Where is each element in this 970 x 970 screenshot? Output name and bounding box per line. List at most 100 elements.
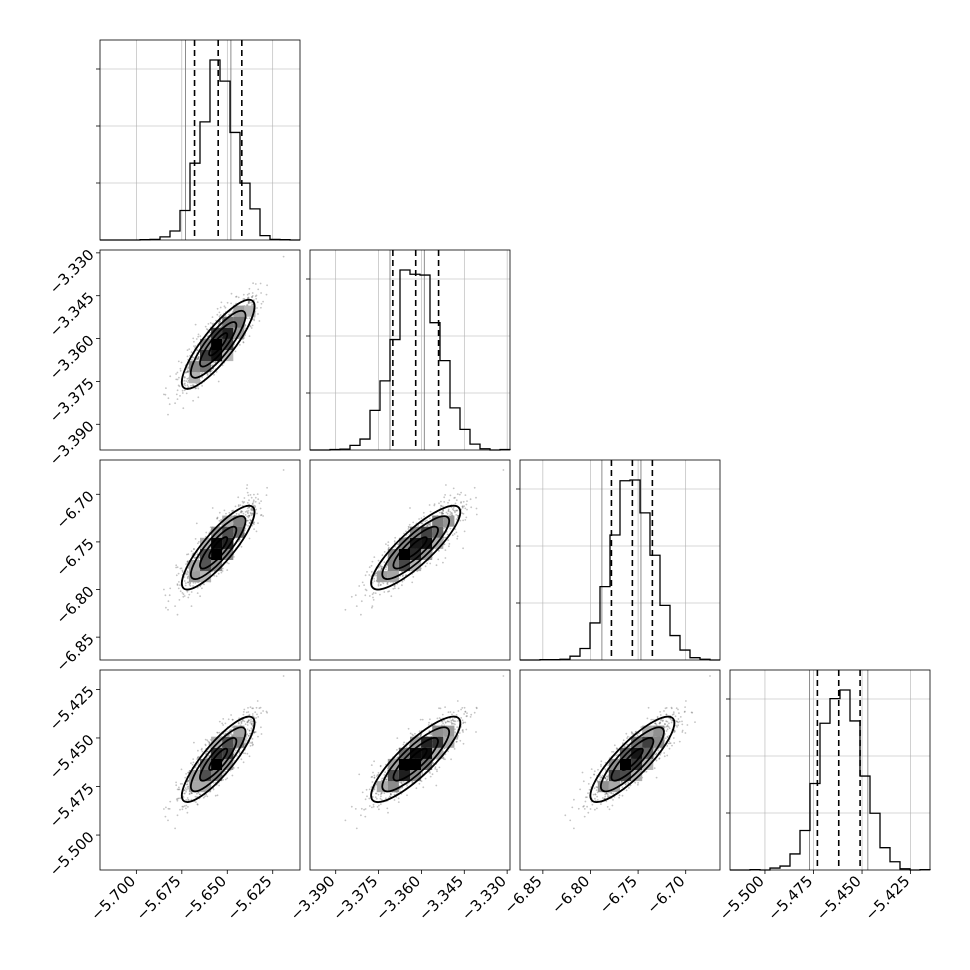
sample-point bbox=[238, 513, 240, 516]
sample-point bbox=[178, 376, 180, 379]
sample-point bbox=[381, 554, 384, 557]
sample-point bbox=[194, 582, 197, 584]
sample-point bbox=[176, 389, 179, 392]
sample-point bbox=[401, 584, 403, 587]
sample-point bbox=[248, 522, 251, 524]
sample-point bbox=[187, 371, 189, 374]
sample-point bbox=[246, 304, 249, 306]
sample-point bbox=[250, 718, 252, 721]
sample-point bbox=[175, 781, 178, 784]
sample-point bbox=[239, 344, 241, 346]
sample-point bbox=[186, 573, 189, 576]
sample-point bbox=[190, 550, 193, 553]
sample-point bbox=[470, 506, 473, 509]
sample-point bbox=[371, 605, 374, 607]
sample-point bbox=[176, 583, 179, 586]
sample-point bbox=[179, 584, 181, 586]
sample-point bbox=[234, 749, 237, 752]
sample-point bbox=[442, 512, 445, 515]
sample-point bbox=[178, 599, 181, 601]
sample-point bbox=[217, 572, 220, 575]
sample-point bbox=[255, 717, 258, 719]
density-cell bbox=[211, 350, 223, 362]
sample-point bbox=[244, 323, 247, 326]
sample-point bbox=[248, 302, 250, 305]
sample-point bbox=[443, 496, 446, 499]
sample-point bbox=[214, 360, 217, 363]
panel-1-1 bbox=[306, 250, 511, 451]
sample-point bbox=[248, 292, 251, 295]
sample-point bbox=[192, 585, 195, 587]
sample-point bbox=[190, 351, 193, 353]
sample-point bbox=[186, 786, 189, 788]
sample-point bbox=[197, 357, 199, 360]
sample-point bbox=[250, 327, 253, 329]
sample-point bbox=[256, 493, 259, 495]
sample-point bbox=[246, 737, 248, 739]
sample-point bbox=[201, 750, 204, 753]
sample-point bbox=[429, 562, 432, 565]
sample-point bbox=[177, 788, 180, 791]
sample-point bbox=[456, 535, 459, 538]
sample-point bbox=[163, 808, 165, 810]
sample-point bbox=[205, 531, 208, 534]
sample-point bbox=[360, 600, 363, 603]
sample-point bbox=[453, 533, 456, 535]
sample-point bbox=[199, 335, 202, 338]
density-cell bbox=[188, 361, 200, 373]
sample-point bbox=[242, 298, 245, 300]
sample-point bbox=[251, 295, 254, 297]
sample-point bbox=[168, 594, 171, 597]
sample-point bbox=[393, 585, 396, 588]
sample-point bbox=[248, 499, 250, 502]
sample-point bbox=[248, 537, 251, 540]
sample-point bbox=[246, 501, 249, 504]
sample-point bbox=[248, 300, 251, 303]
sample-point bbox=[186, 377, 189, 380]
sample-point bbox=[196, 592, 199, 594]
sample-point bbox=[379, 593, 381, 596]
sample-point bbox=[169, 375, 172, 378]
sample-point bbox=[227, 562, 230, 565]
sample-point bbox=[211, 507, 214, 509]
sample-point bbox=[164, 393, 167, 396]
sample-point bbox=[262, 515, 264, 517]
sample-point bbox=[462, 500, 465, 503]
sample-point bbox=[251, 741, 254, 744]
sample-point bbox=[440, 504, 442, 507]
sample-point bbox=[466, 500, 468, 502]
sample-point bbox=[257, 735, 259, 738]
sample-point bbox=[253, 521, 256, 524]
sample-point bbox=[183, 379, 186, 382]
sample-point bbox=[249, 519, 252, 522]
sample-point bbox=[461, 512, 464, 515]
sample-point bbox=[181, 389, 184, 392]
sample-point bbox=[185, 788, 188, 791]
sample-point bbox=[190, 384, 192, 387]
sample-point bbox=[242, 713, 245, 716]
sample-point bbox=[251, 744, 254, 747]
sample-point bbox=[257, 716, 260, 718]
sample-point bbox=[182, 595, 185, 598]
sample-point bbox=[185, 392, 188, 395]
sample-point bbox=[175, 574, 178, 577]
sample-point bbox=[382, 582, 385, 585]
sample-point bbox=[256, 700, 259, 702]
sample-point bbox=[260, 514, 263, 516]
sample-point bbox=[248, 287, 251, 290]
sample-point bbox=[255, 294, 258, 297]
sample-point bbox=[265, 293, 268, 296]
sample-point bbox=[260, 500, 262, 502]
sample-point bbox=[209, 331, 211, 334]
sample-point bbox=[247, 301, 250, 303]
sample-point bbox=[244, 723, 247, 726]
sample-point bbox=[380, 583, 382, 586]
sample-point bbox=[248, 506, 251, 509]
sample-point bbox=[251, 713, 254, 715]
panel-0-0 bbox=[96, 40, 300, 241]
panel-2-2 bbox=[516, 460, 720, 661]
sample-point bbox=[344, 608, 347, 611]
sample-point bbox=[177, 360, 180, 363]
sample-point bbox=[220, 518, 223, 521]
sample-point bbox=[215, 575, 218, 578]
